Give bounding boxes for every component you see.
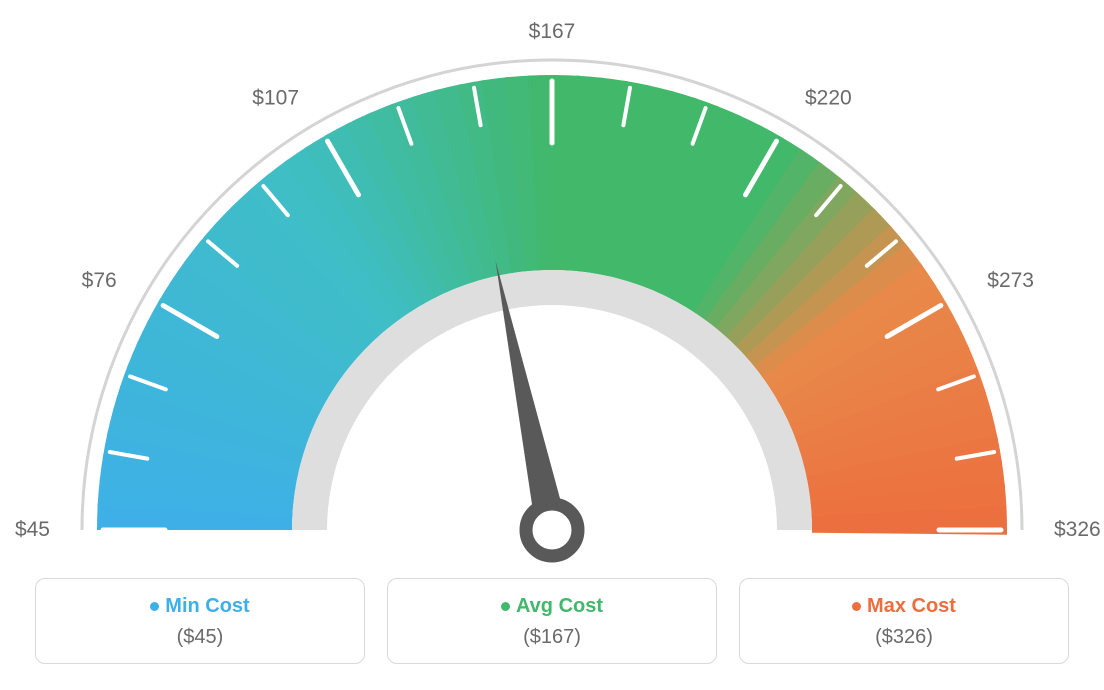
gauge-tick-label: $273 (987, 269, 1034, 292)
legend-row: Min Cost ($45) Avg Cost ($167) Max Cost … (0, 578, 1104, 664)
gauge-tick-label: $45 (15, 518, 50, 541)
legend-max-value: ($326) (750, 626, 1058, 649)
legend-max-dot (852, 602, 861, 611)
legend-avg-label: Avg Cost (398, 595, 706, 618)
gauge-tick-label: $220 (805, 87, 852, 110)
cost-gauge: $45 $76 $107 $167 $220 $273 $326 (0, 0, 1104, 580)
legend-max-label-text: Max Cost (867, 595, 956, 617)
legend-min-label-text: Min Cost (165, 595, 249, 617)
gauge-svg: $45 $76 $107 $167 $220 $273 $326 (0, 0, 1104, 580)
gauge-tick-label: $76 (82, 269, 117, 292)
gauge-tick-label: $167 (529, 20, 576, 43)
gauge-tick-label: $326 (1054, 518, 1101, 541)
gauge-needle-hub (526, 504, 578, 556)
legend-max-cost: Max Cost ($326) (739, 578, 1069, 664)
legend-min-value: ($45) (46, 626, 354, 649)
legend-avg-label-text: Avg Cost (516, 595, 603, 617)
legend-avg-cost: Avg Cost ($167) (387, 578, 717, 664)
legend-min-label: Min Cost (46, 595, 354, 618)
gauge-tick-label: $107 (252, 87, 299, 110)
legend-avg-dot (501, 602, 510, 611)
legend-min-cost: Min Cost ($45) (35, 578, 365, 664)
legend-max-label: Max Cost (750, 595, 1058, 618)
legend-min-dot (150, 602, 159, 611)
legend-avg-value: ($167) (398, 626, 706, 649)
